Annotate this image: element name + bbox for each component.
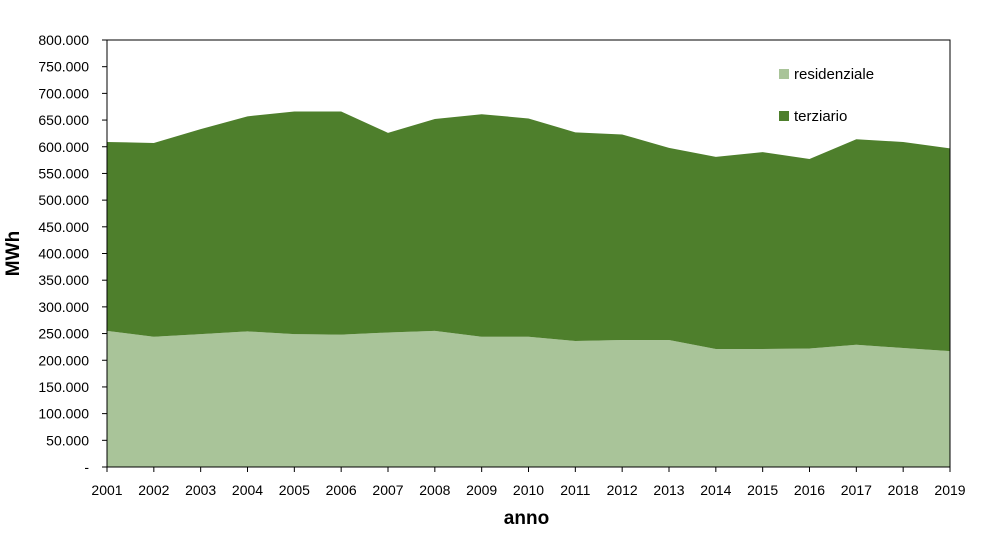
y-tick-label: 650.000 <box>38 112 89 128</box>
y-tick-label: 250.000 <box>38 326 89 342</box>
area-series-residenziale <box>107 330 950 467</box>
x-tick-label: 2005 <box>279 482 310 498</box>
legend-swatch-residenziale <box>779 69 789 79</box>
x-tick-label: 2003 <box>185 482 216 498</box>
x-tick-label: 2001 <box>91 482 122 498</box>
x-tick-label: 2015 <box>747 482 778 498</box>
x-tick-label: 2018 <box>888 482 919 498</box>
y-tick-label: 50.000 <box>46 432 89 448</box>
x-tick-label: 2014 <box>700 482 731 498</box>
x-tick-label: 2010 <box>513 482 544 498</box>
y-axis-title: MWh <box>3 231 24 276</box>
plot-areas <box>107 111 950 467</box>
x-tick-label: 2002 <box>138 482 169 498</box>
legend-label-residenziale: residenziale <box>794 66 874 83</box>
legend: residenziale terziario <box>779 66 874 125</box>
x-tick-label: 2012 <box>607 482 638 498</box>
x-tick-label: 2016 <box>794 482 825 498</box>
x-tick-label: 2007 <box>372 482 403 498</box>
y-tick-label: 800.000 <box>38 32 89 48</box>
area-series-terziario <box>107 111 950 352</box>
x-tick-label: 2019 <box>934 482 965 498</box>
y-tick-label: 700.000 <box>38 85 89 101</box>
y-tick-label: 350.000 <box>38 272 89 288</box>
x-tick-label: 2013 <box>653 482 684 498</box>
y-tick-label: 500.000 <box>38 192 89 208</box>
x-tick-label: 2008 <box>419 482 450 498</box>
x-tick-label: 2006 <box>326 482 357 498</box>
y-tick-label: 550.000 <box>38 165 89 181</box>
y-tick-label: 200.000 <box>38 352 89 368</box>
x-axis-ticks: 2001 2002 2003 2004 2005 2006 2007 2008 2009 2010… <box>91 467 966 498</box>
y-tick-label: - <box>84 459 89 475</box>
y-tick-label: 750.000 <box>38 59 89 75</box>
x-tick-label: 2004 <box>232 482 263 498</box>
y-tick-label: 100.000 <box>38 406 89 422</box>
y-tick-label: 300.000 <box>38 299 89 315</box>
x-axis-title: anno <box>504 508 549 529</box>
y-tick-label: 400.000 <box>38 246 89 262</box>
y-tick-label: 150.000 <box>38 379 89 395</box>
y-tick-label: 450.000 <box>38 219 89 235</box>
y-axis-ticks: - 50.000 100.000 150.000 200.000 250.000 300.0… <box>38 32 107 475</box>
x-tick-label: 2009 <box>466 482 497 498</box>
legend-swatch-terziario <box>779 111 789 121</box>
legend-label-terziario: terziario <box>794 108 847 125</box>
x-tick-label: 2011 <box>560 482 590 498</box>
y-tick-label: 600.000 <box>38 139 89 155</box>
x-tick-label: 2017 <box>841 482 872 498</box>
